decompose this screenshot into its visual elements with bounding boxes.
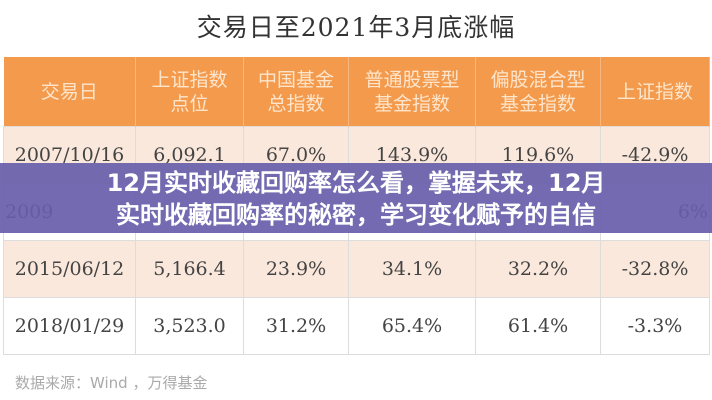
column-header: 上证指数 点位 [135, 57, 244, 127]
overlay-line-1: 12月实时收藏回购率怎么看，掌握未来，12月 [106, 169, 606, 197]
table-cell: 65.4% [348, 297, 476, 355]
table-row: 2015/06/12 5,166.4 23.9% 34.1% 32.2% -32.8% [3, 240, 710, 298]
table-cell: 2018/01/29 [3, 297, 136, 355]
table-cell: -3.3% [600, 297, 710, 355]
column-header-line: 上证指数 [616, 80, 693, 103]
overlay-line-2: 实时收藏回购率的秘密，学习变化赋予的自信 [116, 201, 596, 229]
column-header-line: 点位 [170, 92, 209, 115]
column-header-line: 中国基金 [257, 68, 334, 91]
table-row: 2018/01/29 3,523.0 31.2% 65.4% 61.4% -3.3% [3, 297, 710, 355]
column-header: 普通股票型 基金指数 [348, 57, 476, 127]
column-header: 交易日 [3, 57, 136, 127]
table-cell: 2015/06/12 [3, 240, 136, 298]
column-header-line: 基金指数 [499, 92, 576, 115]
column-header: 偏股混合型 基金指数 [475, 57, 601, 127]
overlay-banner: 12月实时收藏回购率怎么看，掌握未来，12月 实时收藏回购率的秘密，学习变化赋予… [0, 163, 712, 233]
table-cell: 3,523.0 [135, 297, 244, 355]
table-cell: 32.2% [475, 240, 601, 298]
source-note: 数据来源：Wind ，万得基金 [15, 374, 208, 392]
column-header-line: 总指数 [267, 92, 325, 115]
table-cell: 5,166.4 [135, 240, 244, 298]
column-header-line: 偏股混合型 [490, 68, 586, 91]
table-cell: 31.2% [243, 297, 349, 355]
table-cell: 61.4% [475, 297, 601, 355]
table-title: 交易日至2021年3月底涨幅 [196, 13, 516, 42]
column-header-line: 基金指数 [373, 92, 450, 115]
table-cell: -32.8% [600, 240, 710, 298]
column-header-line: 普通股票型 [364, 68, 460, 91]
column-header-line: 交易日 [40, 80, 98, 103]
table-cell: 23.9% [243, 240, 349, 298]
table-cell: 34.1% [348, 240, 476, 298]
table-header: 交易日 上证指数 点位 中国基金 总指数 普通股票型 基金指数 偏股混合型 基金指数 上证指数 [3, 57, 710, 127]
column-header: 中国基金 总指数 [243, 57, 349, 127]
column-header: 上证指数 [600, 57, 710, 127]
column-header-line: 上证指数 [151, 68, 228, 91]
